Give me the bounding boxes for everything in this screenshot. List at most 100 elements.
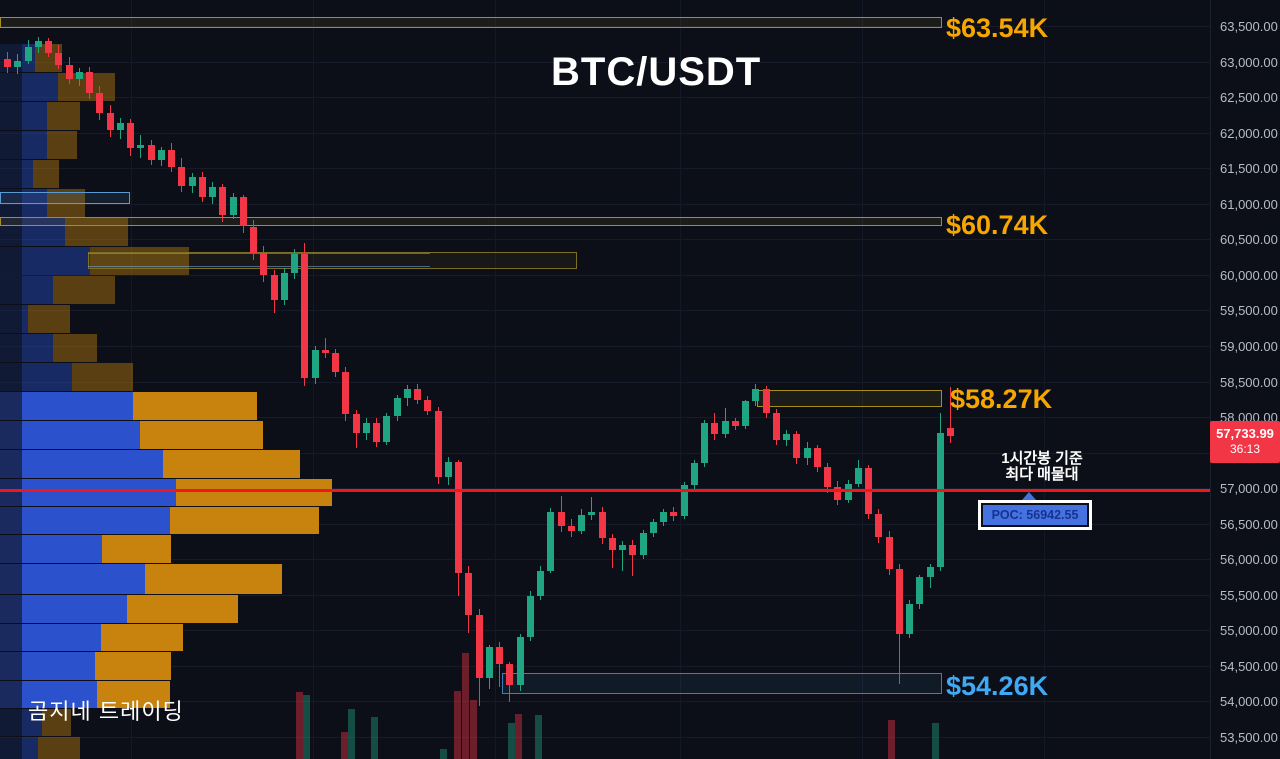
price-axis-separator [1210,0,1211,759]
price-axis-label[interactable]: 62,000.00 [1220,125,1278,141]
candle-countdown: 36:13 [1229,442,1261,456]
level-label-58k: $58.27K [950,384,1053,414]
volume-profile-sell-bar [53,276,115,304]
candle-body [803,447,811,459]
candle-body [649,522,657,533]
candle-body [434,410,442,477]
h-gridline [0,61,1210,63]
candle-body [4,59,11,68]
volume-bar [440,749,447,759]
volume-profile-base [0,737,22,759]
price-axis-label[interactable]: 61,000.00 [1220,196,1278,212]
volume-profile-sell-bar [72,363,133,391]
candle-body [906,604,913,634]
candle-wick [632,540,634,577]
candle-body [578,515,585,531]
candle-body [383,416,391,442]
price-axis-label[interactable]: 59,000.00 [1220,338,1278,354]
price-axis-label[interactable]: 55,500.00 [1220,587,1278,603]
volume-profile-sell-bar [145,564,282,594]
volume-profile-base [0,681,22,708]
candle-body [373,422,380,442]
volume-profile-base [0,479,22,506]
volume-profile-sell-bar [101,624,183,651]
level-label-54k: $54.26K [946,671,1049,701]
volume-bar [515,714,522,759]
price-axis-label[interactable]: 54,000.00 [1220,694,1278,710]
candle-wick [622,540,623,572]
last-price-value: 57,733.99 [1216,426,1274,441]
candle-body [762,388,770,413]
price-axis-label[interactable]: 62,500.00 [1220,90,1278,106]
volume-profile-base [0,102,22,130]
volume-profile-sell-bar [28,305,70,333]
volume-bar [932,723,939,759]
volume-profile-buy-bar [22,73,58,101]
price-axis-label[interactable]: 54,500.00 [1220,658,1278,674]
volume-bar [341,732,348,759]
price-axis-label[interactable]: 61,500.00 [1220,161,1278,177]
candle-body [885,537,893,570]
price-axis-label[interactable]: 55,000.00 [1220,623,1278,639]
candle-body [86,71,93,93]
candle-body [342,371,350,415]
h-gridline [0,239,1210,241]
price-axis-label[interactable]: 53,500.00 [1220,730,1278,745]
candle-body [209,186,216,197]
volume-bar [508,723,515,759]
h-gridline [0,345,1210,347]
price-axis-label[interactable]: 57,000.00 [1220,481,1278,497]
volume-profile-buy-bar [22,421,140,449]
v-gridline [495,0,496,759]
volume-profile-base [0,44,22,72]
candle-body [752,388,760,402]
poc-tooltip-value: POC: 56942.55 [983,505,1087,525]
volume-bar [470,700,477,759]
poc-tooltip-arrow-icon [1022,492,1036,500]
price-axis-label[interactable]: 56,500.00 [1220,516,1278,532]
candle-body [588,511,596,516]
candle-body [188,176,196,186]
volume-profile-sell-bar [90,247,189,275]
price-axis-label[interactable]: 63,000.00 [1220,54,1278,70]
v-gridline [1044,0,1045,759]
price-axis-label[interactable]: 60,500.00 [1220,232,1278,248]
price-axis-label[interactable]: 58,500.00 [1220,374,1278,390]
volume-profile-buy-bar [22,160,33,188]
candle-body [178,166,186,186]
candle-body [537,570,544,596]
poc-tooltip: POC: 56942.55 [978,500,1092,530]
candle-body [721,421,729,435]
h-gridline [0,630,1210,632]
volume-profile-sell-bar [170,507,319,534]
volume-profile-sell-bar [65,218,128,246]
price-axis-label[interactable]: 60,000.00 [1220,267,1278,283]
candle-body [34,40,42,47]
volume-profile-base [0,564,22,594]
candle-body [96,92,104,113]
candle-body [731,421,739,427]
candle-body [260,252,268,275]
candle-body [291,253,298,273]
price-axis-label[interactable]: 59,500.00 [1220,303,1278,319]
candle-body [926,567,934,578]
candle-body [783,434,790,440]
candle-body [393,397,401,417]
h-gridline [0,594,1210,596]
volume-profile-buy-bar [22,681,97,708]
volume-profile-sell-bar [95,652,171,680]
candle-body [567,525,575,531]
volume-profile-base [0,276,22,304]
h-gridline [0,168,1210,170]
price-level-box [757,390,942,407]
candle-body [557,512,565,526]
price-axis-label[interactable]: 56,000.00 [1220,552,1278,568]
price-axis-label[interactable]: 63,500.00 [1220,19,1278,34]
volume-profile-base [0,535,22,563]
poc-annotation-line2: 최다 매물대 [1005,466,1079,483]
candle-body [14,60,22,68]
volume-profile-buy-bar [22,305,28,333]
candle-body [24,46,32,61]
